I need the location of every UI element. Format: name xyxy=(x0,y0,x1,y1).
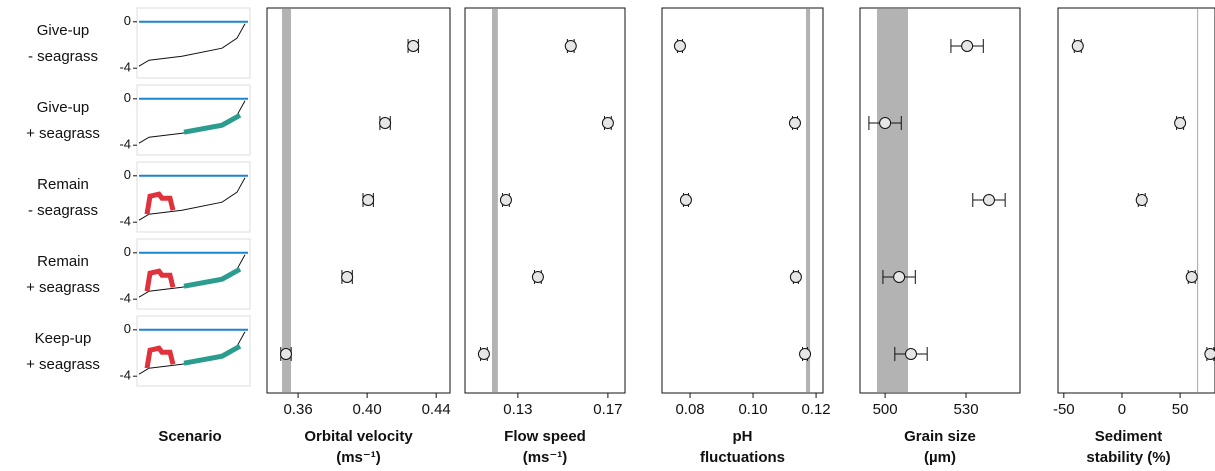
scenario-label: + seagrass xyxy=(26,356,100,373)
y-tick-label: -4 xyxy=(119,291,131,306)
panel-frame xyxy=(859,7,1021,394)
data-point xyxy=(407,40,420,52)
x-tick-label: 0.17 xyxy=(593,401,622,418)
panel-frame xyxy=(464,7,626,394)
data-point xyxy=(564,40,577,52)
data-point xyxy=(279,348,292,360)
y-tick-label: -4 xyxy=(119,214,131,229)
data-point xyxy=(499,194,512,206)
data-point xyxy=(362,194,375,206)
data-point xyxy=(1135,194,1148,206)
x-tick-label: 0.36 xyxy=(283,401,312,418)
seagrass xyxy=(183,113,242,135)
x-axis-title: (ms⁻¹) xyxy=(523,449,568,466)
x-tick-label: 0.12 xyxy=(801,401,830,418)
y-tick-label: 0 xyxy=(124,167,131,182)
reference-band xyxy=(282,9,291,392)
x-axis-title: stability (%) xyxy=(1086,449,1170,466)
x-axis-title: pH xyxy=(733,428,753,445)
reef xyxy=(144,268,176,292)
data-point xyxy=(341,271,354,283)
scenario-label: - seagrass xyxy=(28,48,98,65)
data-point xyxy=(799,348,812,360)
reference-band xyxy=(1196,9,1199,392)
data-point xyxy=(1204,348,1215,360)
x-tick-label: 0 xyxy=(1118,401,1126,418)
x-tick-label: 0.13 xyxy=(503,401,532,418)
data-point xyxy=(601,117,614,129)
reference-band xyxy=(876,9,909,392)
x-axis-title: Scenario xyxy=(158,428,221,445)
x-tick-label: -50 xyxy=(1053,401,1075,418)
data-point xyxy=(673,40,686,52)
data-point xyxy=(904,348,917,360)
y-tick-label: -4 xyxy=(119,368,131,383)
y-tick-label: 0 xyxy=(124,321,131,336)
reference-band xyxy=(805,9,811,392)
x-tick-label: 0.10 xyxy=(738,401,767,418)
panel-frame xyxy=(266,7,451,394)
data-point xyxy=(531,271,544,283)
reef xyxy=(144,345,176,369)
y-tick-label: -4 xyxy=(119,60,131,75)
data-point xyxy=(982,194,995,206)
x-axis-title: Orbital velocity xyxy=(304,428,413,445)
y-tick-label: 0 xyxy=(124,90,131,105)
scenario-label: Give-up xyxy=(37,22,90,39)
data-point xyxy=(961,40,974,52)
x-axis-title: Grain size xyxy=(904,428,976,445)
data-point xyxy=(893,271,906,283)
panel-frame xyxy=(1057,7,1215,394)
x-tick-label: 0.44 xyxy=(422,401,451,418)
x-axis-title: Sediment xyxy=(1095,428,1163,445)
scenario-label: + seagrass xyxy=(26,279,100,296)
data-point xyxy=(379,117,392,129)
y-tick-label: -4 xyxy=(119,137,131,152)
data-point xyxy=(1071,40,1084,52)
data-point xyxy=(788,117,801,129)
data-point xyxy=(1185,271,1198,283)
scenario-label: Remain xyxy=(37,176,89,193)
x-tick-label: 50 xyxy=(1172,401,1189,418)
panel-frame xyxy=(661,7,824,394)
scenario-label: Remain xyxy=(37,253,89,270)
reef xyxy=(144,191,176,215)
x-axis-title: Flow speed xyxy=(504,428,586,445)
scenario-label: Keep-up xyxy=(35,330,92,347)
data-point xyxy=(1174,117,1187,129)
reference-band xyxy=(492,9,498,392)
x-tick-label: 0.08 xyxy=(675,401,704,418)
scenario-label: Give-up xyxy=(37,99,90,116)
x-tick-label: 0.40 xyxy=(353,401,382,418)
scenario-label: + seagrass xyxy=(26,125,100,142)
x-axis-title: fluctuations xyxy=(700,449,785,466)
x-axis-title: (µm) xyxy=(924,449,956,466)
seagrass xyxy=(183,267,242,289)
seabed-profile xyxy=(138,23,246,67)
x-axis-title: (ms⁻¹) xyxy=(336,449,381,466)
data-point xyxy=(477,348,490,360)
y-tick-label: 0 xyxy=(124,244,131,259)
seagrass xyxy=(183,344,242,366)
seabed-profile xyxy=(138,177,246,221)
scenario-panel xyxy=(136,7,251,79)
scenario-label: - seagrass xyxy=(28,202,98,219)
x-tick-label: 530 xyxy=(954,401,979,418)
data-point xyxy=(879,117,892,129)
y-tick-label: 0 xyxy=(124,13,131,28)
data-point xyxy=(679,194,692,206)
x-tick-label: 500 xyxy=(873,401,898,418)
data-point xyxy=(789,271,802,283)
